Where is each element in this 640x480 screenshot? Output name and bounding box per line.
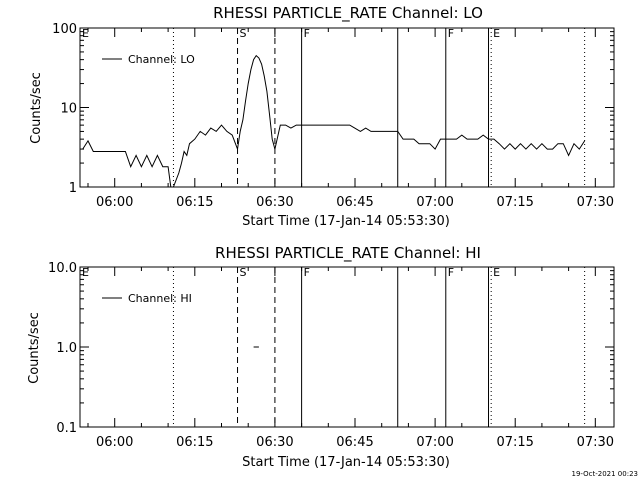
- x-tick-label: 06:00: [96, 195, 133, 210]
- marker-label: E: [82, 266, 89, 279]
- plot-frame: [79, 266, 615, 428]
- marker-label: S: [240, 266, 247, 279]
- lo-channel-panel: RHESSI PARTICLE_RATE Channel: LO Start T…: [29, 4, 615, 229]
- x-tick-label: 07:15: [496, 435, 533, 450]
- x-tick-label: 06:30: [256, 195, 293, 210]
- x-tick-label: 06:45: [336, 435, 373, 450]
- y-tick-label: 1: [69, 181, 77, 196]
- x-tick-label: 07:30: [577, 195, 614, 210]
- marker-label: F: [304, 27, 310, 40]
- plot-frame: [79, 27, 615, 188]
- legend-label: Channel: LO: [128, 53, 195, 66]
- x-tick-label: 06:00: [96, 435, 133, 450]
- x-tick-label: 07:15: [496, 195, 533, 210]
- x-tick-label: 06:45: [336, 195, 373, 210]
- marker-label: S: [240, 27, 247, 40]
- y-tick-label: 0.1: [56, 421, 77, 436]
- marker-label: F: [304, 266, 310, 279]
- x-tick-label: 07:30: [577, 435, 614, 450]
- lo-chart-title: RHESSI PARTICLE_RATE Channel: LO: [213, 4, 483, 23]
- x-tick-label: 07:00: [416, 195, 453, 210]
- x-tick-label: 07:00: [416, 435, 453, 450]
- x-tick-label: 06:30: [256, 435, 293, 450]
- marker-label: F: [448, 266, 454, 279]
- hi-y-axis-label: Counts/sec: [27, 312, 42, 384]
- legend-label: Channel: HI: [128, 292, 192, 305]
- lo-x-axis-label: Start Time (17-Jan-14 05:53:30): [242, 214, 450, 229]
- x-tick-label: 06:15: [176, 195, 213, 210]
- y-tick-label: 10.0: [48, 261, 77, 276]
- hi-channel-panel: RHESSI PARTICLE_RATE Channel: HI Start T…: [27, 244, 615, 470]
- hi-x-axis-label: Start Time (17-Jan-14 05:53:30): [242, 455, 450, 470]
- footer-timestamp: 19-Oct-2021 00:23: [572, 470, 638, 478]
- y-tick-label: 10: [60, 102, 77, 117]
- y-tick-label: 100: [52, 22, 77, 37]
- hi-chart-title: RHESSI PARTICLE_RATE Channel: HI: [215, 244, 481, 263]
- marker-label: F: [448, 27, 454, 40]
- lo-y-axis-label: Counts/sec: [29, 72, 44, 144]
- marker-label: E: [82, 27, 89, 40]
- marker-label: E: [493, 27, 500, 40]
- series-line: [82, 54, 586, 188]
- marker-label: E: [493, 266, 500, 279]
- y-tick-label: 1.0: [56, 341, 77, 356]
- x-tick-label: 06:15: [176, 435, 213, 450]
